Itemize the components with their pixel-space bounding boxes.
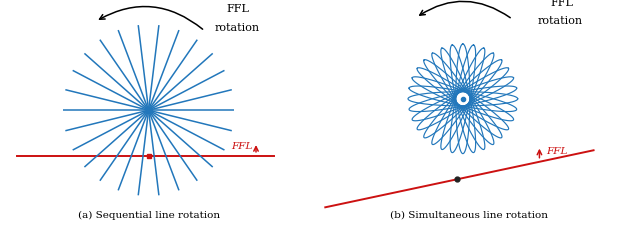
Text: FFL: FFL <box>231 142 252 151</box>
Text: (b) Simultaneous line rotation: (b) Simultaneous line rotation <box>390 211 548 220</box>
Text: FFL: FFL <box>551 0 573 8</box>
Text: FFL: FFL <box>547 147 568 156</box>
Text: rotation: rotation <box>537 17 582 27</box>
Text: (a) Sequential line rotation: (a) Sequential line rotation <box>77 211 220 220</box>
Text: FFL: FFL <box>227 4 249 14</box>
Text: rotation: rotation <box>215 23 260 33</box>
